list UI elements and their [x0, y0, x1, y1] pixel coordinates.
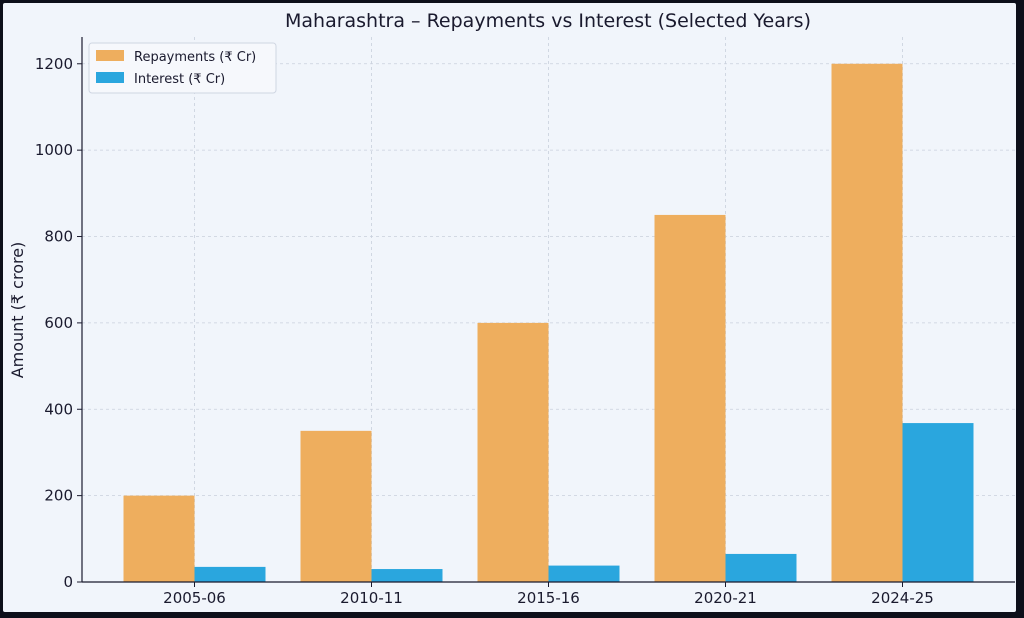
y-tick-label: 0 [63, 573, 73, 591]
y-tick-label: 800 [44, 228, 73, 246]
legend-swatch [96, 72, 124, 83]
legend-box [88, 42, 277, 94]
bar-interest-2020-21 [725, 553, 797, 582]
tick-labels: 0 200 400 600 800 1000 1200 2005-06 2010-11 2015-… [35, 55, 934, 607]
bar-repayments-2024-25 [831, 63, 903, 582]
y-tick-label: 1200 [35, 55, 73, 73]
y-tick-label: 400 [44, 400, 73, 418]
y-tick-label: 200 [44, 487, 73, 505]
bar-repayments-2005-06 [123, 495, 195, 582]
bar-repayments-2010-11 [300, 430, 372, 582]
bar-interest-2024-25 [902, 423, 974, 582]
bar-interest-2015-16 [548, 565, 620, 582]
bar-repayments-2020-21 [654, 214, 726, 582]
legend-swatch [96, 50, 124, 61]
x-tick-label: 2024-25 [871, 589, 934, 607]
y-axis-label: Amount (₹ crore) [8, 242, 27, 379]
chart-title: Maharashtra – Repayments vs Interest (Se… [285, 10, 811, 32]
x-tick-label: 2020-21 [694, 589, 757, 607]
bar-interest-2005-06 [194, 566, 266, 582]
legend-label: Repayments (₹ Cr) [134, 50, 256, 65]
bar-interest-2010-11 [371, 569, 443, 582]
bars [123, 63, 974, 582]
x-tick-label: 2005-06 [163, 589, 226, 607]
legend: Repayments (₹ Cr) Interest (₹ Cr) [88, 42, 277, 94]
bar-repayments-2015-16 [477, 322, 549, 582]
x-tick-label: 2010-11 [340, 589, 403, 607]
y-tick-label: 1000 [35, 141, 73, 159]
x-tick-label: 2015-16 [517, 589, 580, 607]
legend-label: Interest (₹ Cr) [134, 72, 225, 87]
y-tick-label: 600 [44, 314, 73, 332]
